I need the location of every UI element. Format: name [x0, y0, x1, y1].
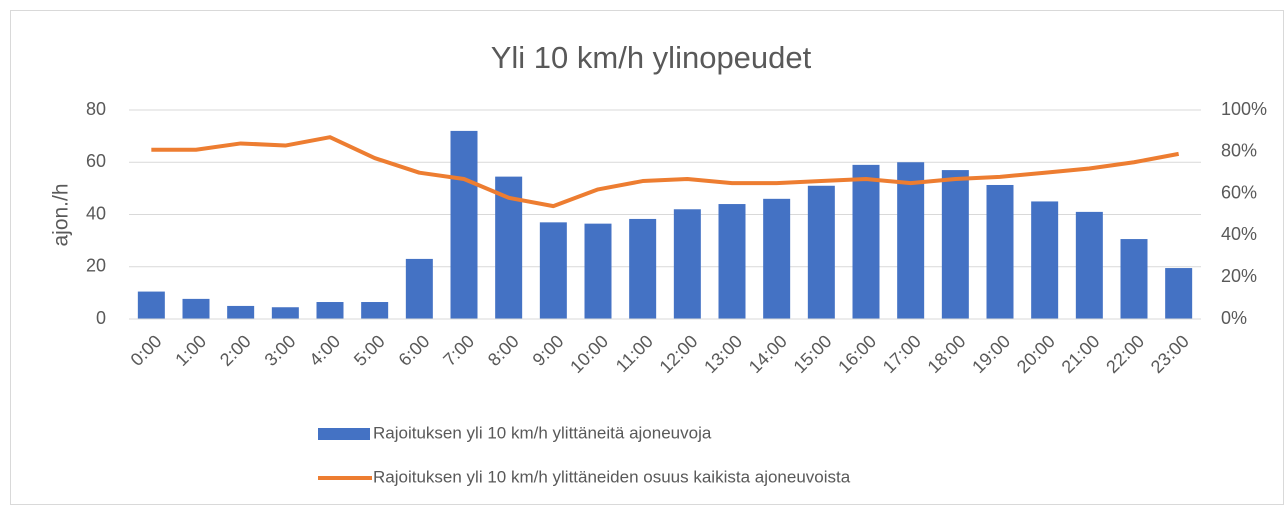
bar	[763, 198, 791, 319]
bar	[718, 204, 746, 319]
bar	[941, 170, 969, 319]
y-tick-label: 80	[86, 99, 106, 119]
y2-tick-label: 0%	[1221, 308, 1247, 328]
bar	[271, 307, 299, 319]
bar	[450, 130, 478, 319]
bar	[852, 164, 880, 319]
y2-tick-label: 80%	[1221, 141, 1257, 161]
bar	[227, 305, 255, 319]
bar	[1120, 239, 1148, 319]
bar	[584, 223, 612, 319]
legend-swatch	[318, 428, 370, 440]
y-tick-label: 20	[86, 256, 106, 276]
bar	[539, 222, 567, 319]
bar	[897, 162, 925, 319]
y2-tick-label: 100%	[1221, 99, 1267, 119]
bar	[673, 209, 701, 319]
line	[151, 135, 1180, 209]
legend-label: Rajoituksen yli 10 km/h ylittäneiden osu…	[373, 467, 851, 486]
y2-tick-label: 20%	[1221, 266, 1257, 286]
y-tick-label: 40	[86, 203, 106, 223]
bar	[1031, 201, 1059, 319]
y2-tick-label: 60%	[1221, 182, 1257, 202]
bar	[629, 218, 657, 319]
chart-title: Yli 10 km/h ylinopeudet	[491, 40, 812, 75]
bar	[316, 302, 344, 319]
bar	[405, 258, 433, 319]
bar	[1075, 211, 1103, 319]
bar	[1165, 268, 1193, 319]
y-tick-label: 60	[86, 151, 106, 171]
bar	[361, 302, 389, 319]
bar	[986, 184, 1014, 319]
y-tick-label: 0	[96, 308, 106, 328]
bar	[807, 185, 835, 319]
bar	[137, 291, 165, 319]
legend-label: Rajoituksen yli 10 km/h ylittäneitä ajon…	[373, 423, 712, 442]
y-axis-label: ajon./h	[50, 183, 73, 246]
y2-tick-label: 40%	[1221, 224, 1257, 244]
bar	[182, 298, 210, 319]
